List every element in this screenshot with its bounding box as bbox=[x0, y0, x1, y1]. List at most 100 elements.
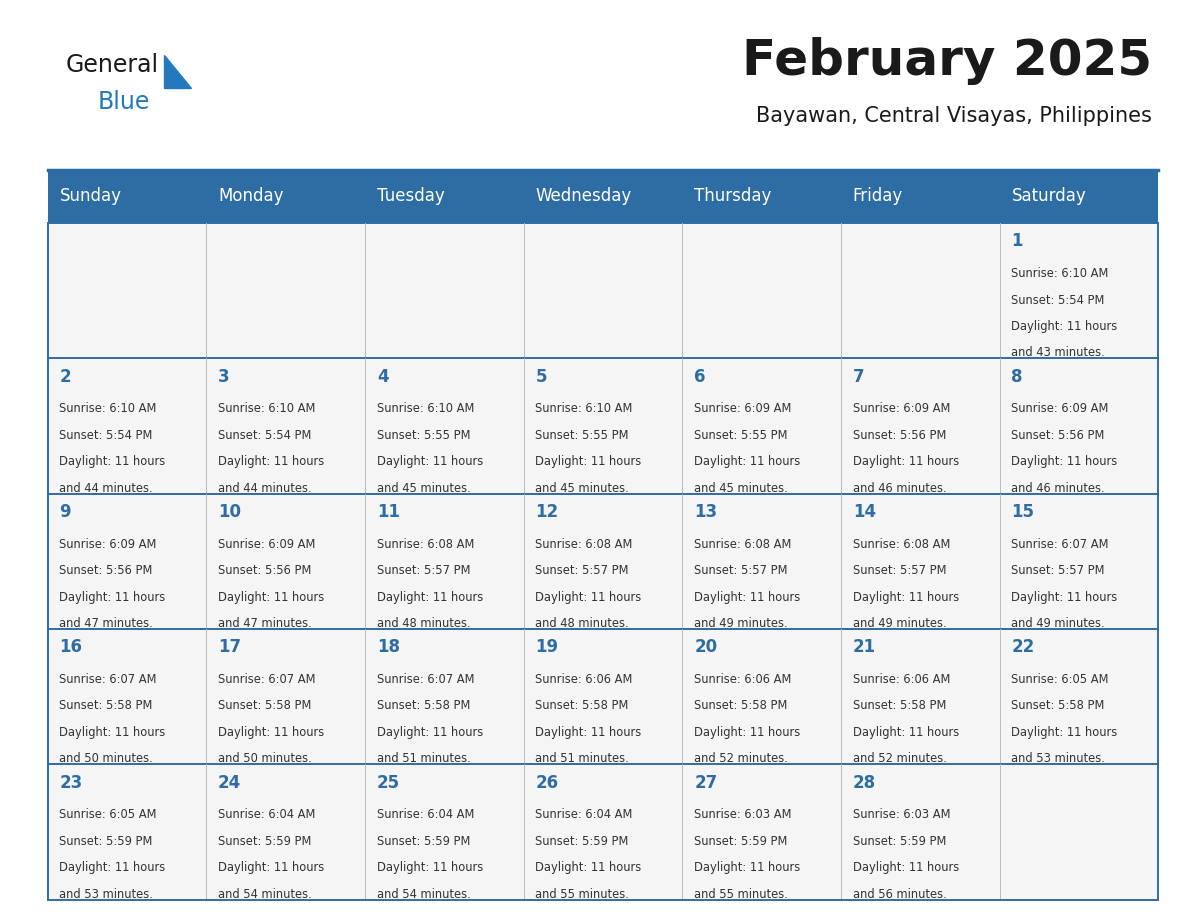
Text: Sunset: 5:58 PM: Sunset: 5:58 PM bbox=[694, 700, 788, 712]
Text: 2: 2 bbox=[59, 367, 71, 386]
Text: and 53 minutes.: and 53 minutes. bbox=[59, 888, 153, 901]
Text: Sunset: 5:56 PM: Sunset: 5:56 PM bbox=[853, 429, 946, 442]
Text: 1: 1 bbox=[1011, 232, 1023, 251]
Text: 9: 9 bbox=[59, 503, 71, 521]
Text: Sunset: 5:56 PM: Sunset: 5:56 PM bbox=[219, 565, 311, 577]
Text: Sunset: 5:58 PM: Sunset: 5:58 PM bbox=[59, 700, 153, 712]
Text: 28: 28 bbox=[853, 774, 876, 791]
Text: and 43 minutes.: and 43 minutes. bbox=[1011, 346, 1105, 359]
Text: Daylight: 11 hours: Daylight: 11 hours bbox=[377, 861, 484, 874]
Bar bbox=[48, 170, 1158, 223]
Text: Sunset: 5:57 PM: Sunset: 5:57 PM bbox=[853, 565, 947, 577]
Text: Daylight: 11 hours: Daylight: 11 hours bbox=[1011, 455, 1118, 468]
Text: Sunset: 5:55 PM: Sunset: 5:55 PM bbox=[694, 429, 788, 442]
Text: Monday: Monday bbox=[219, 187, 284, 206]
Text: 10: 10 bbox=[219, 503, 241, 521]
Text: Daylight: 11 hours: Daylight: 11 hours bbox=[377, 590, 484, 603]
Text: Daylight: 11 hours: Daylight: 11 hours bbox=[694, 455, 801, 468]
Bar bbox=[48, 223, 1158, 358]
Text: Sunrise: 6:03 AM: Sunrise: 6:03 AM bbox=[853, 809, 950, 822]
Text: and 54 minutes.: and 54 minutes. bbox=[219, 888, 311, 901]
Text: Daylight: 11 hours: Daylight: 11 hours bbox=[853, 861, 959, 874]
Text: Sunrise: 6:07 AM: Sunrise: 6:07 AM bbox=[219, 673, 316, 686]
Text: Daylight: 11 hours: Daylight: 11 hours bbox=[219, 861, 324, 874]
Text: Daylight: 11 hours: Daylight: 11 hours bbox=[536, 861, 642, 874]
Text: Sunrise: 6:09 AM: Sunrise: 6:09 AM bbox=[694, 402, 791, 416]
Text: Sunrise: 6:04 AM: Sunrise: 6:04 AM bbox=[377, 809, 474, 822]
Text: Daylight: 11 hours: Daylight: 11 hours bbox=[377, 726, 484, 739]
Bar bbox=[48, 765, 1158, 900]
Text: Sunset: 5:56 PM: Sunset: 5:56 PM bbox=[59, 565, 153, 577]
Text: and 50 minutes.: and 50 minutes. bbox=[59, 752, 153, 766]
Text: 15: 15 bbox=[1011, 503, 1035, 521]
Text: Wednesday: Wednesday bbox=[536, 187, 632, 206]
Text: Sunset: 5:58 PM: Sunset: 5:58 PM bbox=[377, 700, 470, 712]
Text: Daylight: 11 hours: Daylight: 11 hours bbox=[694, 726, 801, 739]
Text: Sunrise: 6:09 AM: Sunrise: 6:09 AM bbox=[853, 402, 950, 416]
Text: 4: 4 bbox=[377, 367, 388, 386]
Text: Sunrise: 6:08 AM: Sunrise: 6:08 AM bbox=[694, 538, 791, 551]
Text: February 2025: February 2025 bbox=[742, 37, 1152, 84]
Bar bbox=[48, 358, 1158, 494]
Text: 26: 26 bbox=[536, 774, 558, 791]
Text: and 46 minutes.: and 46 minutes. bbox=[1011, 482, 1105, 495]
Text: Sunrise: 6:03 AM: Sunrise: 6:03 AM bbox=[694, 809, 791, 822]
Text: and 52 minutes.: and 52 minutes. bbox=[853, 752, 947, 766]
Text: Sunrise: 6:09 AM: Sunrise: 6:09 AM bbox=[1011, 402, 1108, 416]
Polygon shape bbox=[164, 55, 191, 88]
Text: Saturday: Saturday bbox=[1011, 187, 1086, 206]
Text: Sunrise: 6:08 AM: Sunrise: 6:08 AM bbox=[853, 538, 950, 551]
Text: Daylight: 11 hours: Daylight: 11 hours bbox=[1011, 590, 1118, 603]
Text: 21: 21 bbox=[853, 638, 876, 656]
Text: and 44 minutes.: and 44 minutes. bbox=[219, 482, 311, 495]
Text: Sunset: 5:54 PM: Sunset: 5:54 PM bbox=[219, 429, 311, 442]
Text: Daylight: 11 hours: Daylight: 11 hours bbox=[59, 455, 165, 468]
Text: 8: 8 bbox=[1011, 367, 1023, 386]
Text: General: General bbox=[65, 53, 158, 77]
Text: Sunset: 5:57 PM: Sunset: 5:57 PM bbox=[377, 565, 470, 577]
Text: Sunset: 5:59 PM: Sunset: 5:59 PM bbox=[694, 834, 788, 848]
Text: Sunrise: 6:06 AM: Sunrise: 6:06 AM bbox=[694, 673, 791, 686]
Text: and 48 minutes.: and 48 minutes. bbox=[377, 617, 470, 630]
Text: Sunset: 5:59 PM: Sunset: 5:59 PM bbox=[853, 834, 946, 848]
Text: Sunset: 5:59 PM: Sunset: 5:59 PM bbox=[219, 834, 311, 848]
Text: Daylight: 11 hours: Daylight: 11 hours bbox=[694, 590, 801, 603]
Text: 24: 24 bbox=[219, 774, 241, 791]
Text: Sunset: 5:59 PM: Sunset: 5:59 PM bbox=[377, 834, 470, 848]
Text: Sunset: 5:59 PM: Sunset: 5:59 PM bbox=[536, 834, 628, 848]
Text: 25: 25 bbox=[377, 774, 400, 791]
Text: Daylight: 11 hours: Daylight: 11 hours bbox=[694, 861, 801, 874]
Text: 14: 14 bbox=[853, 503, 876, 521]
Text: 16: 16 bbox=[59, 638, 82, 656]
Text: 17: 17 bbox=[219, 638, 241, 656]
Text: Sunset: 5:54 PM: Sunset: 5:54 PM bbox=[59, 429, 153, 442]
Text: Sunrise: 6:10 AM: Sunrise: 6:10 AM bbox=[377, 402, 474, 416]
Text: Daylight: 11 hours: Daylight: 11 hours bbox=[219, 455, 324, 468]
Text: Daylight: 11 hours: Daylight: 11 hours bbox=[377, 455, 484, 468]
Text: Sunrise: 6:05 AM: Sunrise: 6:05 AM bbox=[59, 809, 157, 822]
Text: and 49 minutes.: and 49 minutes. bbox=[1011, 617, 1105, 630]
Text: and 49 minutes.: and 49 minutes. bbox=[853, 617, 947, 630]
Text: Sunrise: 6:07 AM: Sunrise: 6:07 AM bbox=[377, 673, 474, 686]
Text: and 51 minutes.: and 51 minutes. bbox=[377, 752, 470, 766]
Text: Daylight: 11 hours: Daylight: 11 hours bbox=[219, 590, 324, 603]
Text: 7: 7 bbox=[853, 367, 865, 386]
Text: and 47 minutes.: and 47 minutes. bbox=[219, 617, 311, 630]
Text: Daylight: 11 hours: Daylight: 11 hours bbox=[59, 861, 165, 874]
Text: Sunrise: 6:05 AM: Sunrise: 6:05 AM bbox=[1011, 673, 1108, 686]
Text: Friday: Friday bbox=[853, 187, 903, 206]
Text: Sunrise: 6:04 AM: Sunrise: 6:04 AM bbox=[536, 809, 633, 822]
Text: Thursday: Thursday bbox=[694, 187, 771, 206]
Text: Daylight: 11 hours: Daylight: 11 hours bbox=[853, 455, 959, 468]
Bar bbox=[48, 494, 1158, 629]
Text: Daylight: 11 hours: Daylight: 11 hours bbox=[536, 590, 642, 603]
Text: 22: 22 bbox=[1011, 638, 1035, 656]
Text: Sunset: 5:55 PM: Sunset: 5:55 PM bbox=[377, 429, 470, 442]
Text: Sunset: 5:57 PM: Sunset: 5:57 PM bbox=[536, 565, 628, 577]
Text: Sunset: 5:58 PM: Sunset: 5:58 PM bbox=[219, 700, 311, 712]
Text: Sunrise: 6:06 AM: Sunrise: 6:06 AM bbox=[536, 673, 633, 686]
Text: and 49 minutes.: and 49 minutes. bbox=[694, 617, 788, 630]
Text: 18: 18 bbox=[377, 638, 400, 656]
Text: Sunrise: 6:06 AM: Sunrise: 6:06 AM bbox=[853, 673, 950, 686]
Text: Daylight: 11 hours: Daylight: 11 hours bbox=[536, 726, 642, 739]
